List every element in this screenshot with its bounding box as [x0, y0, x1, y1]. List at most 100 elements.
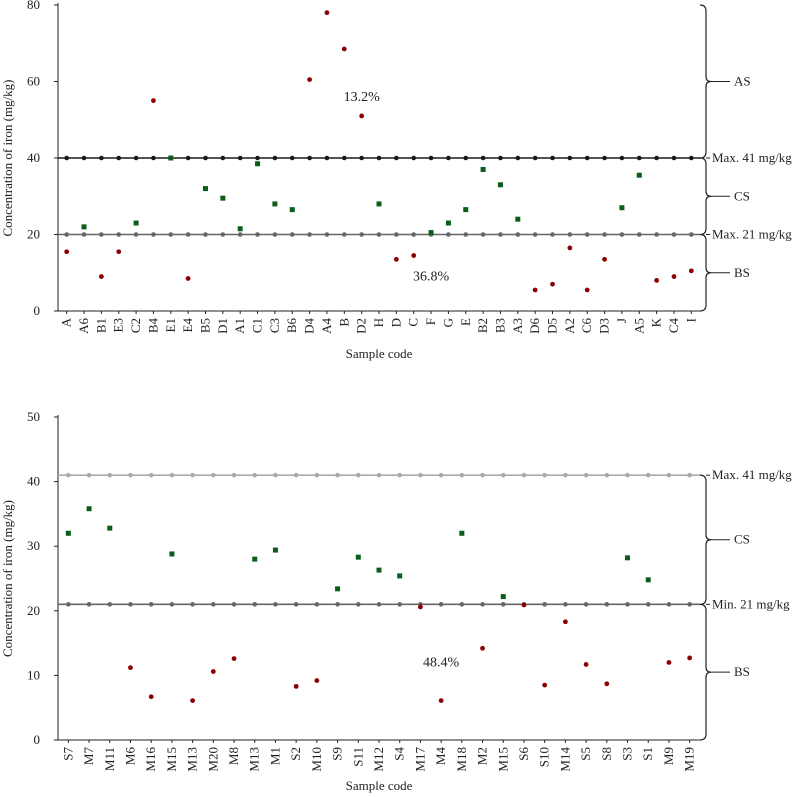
data-point: [480, 166, 486, 172]
reference-line-dot: [532, 232, 538, 237]
x-tick-label: E1: [163, 318, 178, 332]
data-point: [542, 682, 548, 688]
reference-line-dot: [636, 232, 642, 237]
data-point: [480, 645, 485, 651]
x-tick-label: E: [458, 318, 473, 326]
reference-line-dot: [185, 232, 191, 237]
reference-line-dot: [666, 472, 672, 478]
reference-line-dot: [255, 155, 260, 161]
x-tick-label: A5: [631, 318, 646, 334]
x-tick-label: C3: [267, 318, 282, 333]
data-point: [272, 201, 278, 207]
reference-line-dot: [542, 602, 547, 607]
x-tick-label: M13: [247, 747, 262, 772]
x-tick-label: A3: [510, 318, 525, 334]
x-tick-label: I: [683, 318, 698, 322]
reference-line-dot: [636, 155, 642, 161]
x-tick-label: M14: [557, 747, 572, 772]
reference-line-dot: [151, 232, 156, 237]
x-tick-label: M19: [682, 747, 697, 772]
reference-line-dot: [203, 155, 208, 161]
reference-line-dot: [411, 232, 417, 237]
reference-line-dot: [324, 155, 330, 161]
x-tick-label: S1: [640, 747, 655, 761]
data-point: [376, 567, 382, 573]
reference-line-dot: [604, 472, 610, 478]
reference-line-dot: [438, 472, 444, 478]
reference-line-dot: [220, 155, 226, 161]
reference-line-dot: [169, 472, 175, 478]
reference-line-dot: [335, 472, 340, 478]
x-tick-label: A1: [232, 318, 247, 334]
band-bracket: [699, 157, 712, 236]
reference-line-dot: [645, 602, 651, 607]
data-point: [210, 669, 216, 674]
reference-line-dot: [203, 232, 208, 237]
data-point: [202, 186, 208, 192]
x-tick-label: C2: [128, 318, 143, 333]
reference-line-dot: [480, 155, 486, 161]
x-tick-label: A2: [562, 318, 577, 334]
reference-line-dot: [584, 155, 590, 161]
data-point: [671, 274, 677, 279]
reference-line-dot: [359, 155, 364, 161]
reference-line-dot: [128, 602, 133, 607]
x-tick-label: C4: [666, 318, 681, 334]
reference-line-dot: [532, 155, 538, 161]
x-tick-label: A6: [76, 318, 91, 334]
band-bracket: [699, 4, 712, 159]
reference-line-dot: [446, 155, 451, 161]
x-tick-label: D2: [354, 318, 369, 334]
reference-line-dot: [671, 232, 677, 237]
reference-line-dot: [689, 155, 694, 161]
data-point: [376, 201, 382, 207]
reference-line-dot: [625, 602, 630, 607]
reference-line-dot: [602, 232, 607, 237]
data-point: [625, 555, 631, 561]
reference-line-dot: [498, 155, 503, 161]
data-point: [151, 98, 156, 104]
data-point: [532, 287, 538, 293]
reference-line-dot: [185, 155, 191, 161]
reference-line-dot: [237, 155, 243, 161]
percentage-annotation: 13.2%: [344, 90, 381, 105]
reference-line-dot: [81, 232, 87, 237]
reference-line-dot: [107, 472, 113, 478]
data-point: [64, 249, 70, 255]
reference-line-dot: [169, 602, 175, 607]
data-point: [438, 698, 444, 703]
x-axis-label: Sample code: [346, 346, 413, 361]
reference-line-dot: [86, 602, 92, 607]
data-point: [148, 694, 154, 700]
band-bracket: [699, 603, 712, 741]
data-point: [81, 224, 87, 230]
reference-line-dot: [563, 472, 568, 478]
x-tick-label: C6: [579, 318, 594, 334]
x-tick-label: D6: [527, 318, 542, 334]
reference-line-dot: [498, 232, 503, 237]
reference-line-dot: [231, 472, 237, 478]
reference-line-dot: [515, 155, 521, 161]
reference-line-dot: [446, 232, 451, 237]
data-point: [645, 577, 651, 583]
reference-line-dot: [438, 602, 444, 607]
reference-line-dot: [307, 155, 312, 161]
reference-line-label: Max. 41 mg/kg: [712, 150, 792, 165]
data-point: [98, 274, 104, 279]
reference-line-dot: [359, 232, 364, 237]
data-point: [341, 46, 347, 52]
data-point: [220, 195, 226, 201]
reference-line-dot: [314, 602, 320, 607]
data-point: [128, 665, 133, 671]
y-tick-label: 30: [27, 538, 40, 553]
reference-line-dot: [654, 155, 659, 161]
data-point: [65, 530, 71, 536]
x-tick-label: B6: [284, 318, 299, 334]
data-point: [583, 662, 589, 667]
x-tick-label: M17: [412, 747, 427, 772]
data-point: [293, 683, 299, 689]
data-point: [497, 182, 503, 188]
reference-line-dot: [355, 602, 361, 607]
y-axis-label: Concentration of iron (mg/kg): [0, 79, 15, 236]
